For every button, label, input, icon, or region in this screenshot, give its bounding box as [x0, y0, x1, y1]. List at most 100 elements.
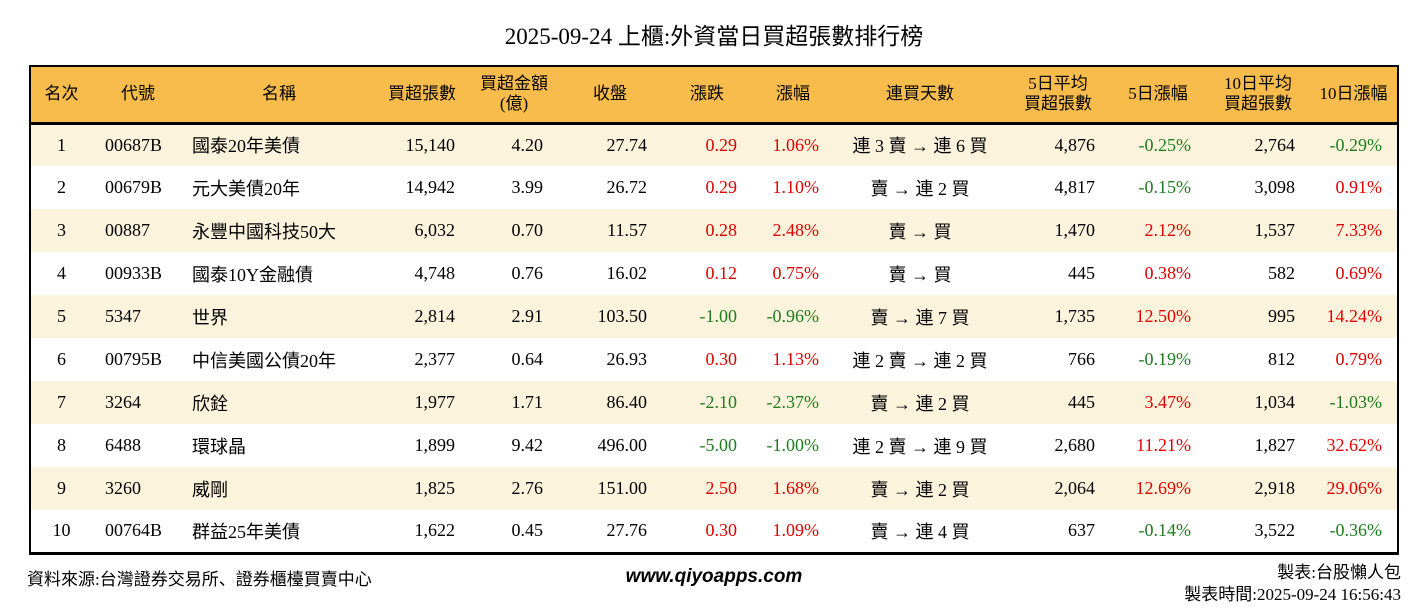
cell-change: -1.00 — [699, 306, 738, 326]
cell-streak: 賣 → 連 2 買 — [870, 479, 970, 500]
cell-pct10: 0.91% — [1335, 177, 1383, 197]
cell-buy-shares: 15,140 — [405, 134, 456, 155]
cell-pct5: -0.19% — [1138, 349, 1192, 369]
cell-avg10: 812 — [1268, 349, 1295, 369]
table-row: 3 00887 永豐中國科技50大 6,032 0.70 11.57 0.28 … — [30, 209, 1398, 252]
cell-close: 26.93 — [606, 349, 648, 369]
cell-change-pct: -0.96% — [766, 306, 820, 326]
cell-change-pct: 1.06% — [772, 134, 820, 155]
cell-code: 00679B — [105, 177, 163, 197]
cell-close: 27.74 — [606, 134, 648, 155]
cell-name: 元大美債20年 — [192, 178, 300, 199]
cell-change: 0.29 — [705, 134, 738, 155]
report-title: 2025-09-24 上櫃:外資當日買超張數排行榜 — [504, 24, 924, 49]
cell-change-pct: 1.10% — [772, 177, 820, 197]
col-change-pct: 漲幅 — [752, 66, 834, 125]
cell-pct5: -0.14% — [1138, 520, 1192, 541]
cell-buy-amount: 4.20 — [511, 134, 544, 155]
cell-pct5: 12.50% — [1135, 306, 1192, 326]
cell-close: 151.00 — [597, 478, 648, 498]
cell-streak: 賣 → 買 — [888, 264, 952, 285]
table-row: 8 6488 環球晶 1,899 9.42 496.00 -5.00 -1.00… — [30, 424, 1398, 467]
cell-buy-shares: 1,977 — [414, 392, 456, 412]
cell-code: 3260 — [105, 478, 141, 498]
cell-avg5: 445 — [1068, 392, 1095, 412]
cell-code: 00887 — [105, 220, 150, 240]
cell-streak: 連 2 賣 → 連 2 買 — [852, 350, 988, 371]
cell-buy-shares: 2,377 — [414, 349, 456, 369]
table-row: 10 00764B 群益25年美債 1,622 0.45 27.76 0.30 … — [30, 510, 1398, 553]
cell-buy-shares: 2,814 — [414, 306, 456, 326]
cell-change-pct: 2.48% — [772, 220, 820, 240]
cell-avg5: 766 — [1068, 349, 1095, 369]
cell-avg10: 3,522 — [1254, 520, 1296, 541]
col-buy-shares: 買超張數 — [374, 66, 470, 125]
cell-streak: 賣 → 連 2 買 — [870, 178, 970, 199]
table-header: 名次 代號 名稱 買超張數 買超金額 (億) 收盤 漲跌 漲幅 連買天數 5日平… — [30, 66, 1398, 125]
cell-change: 0.12 — [705, 263, 738, 283]
cell-pct5: 12.69% — [1135, 478, 1192, 498]
cell-pct10: -0.36% — [1329, 520, 1383, 541]
table-row: 2 00679B 元大美債20年 14,942 3.99 26.72 0.29 … — [30, 166, 1398, 209]
cell-avg10: 1,827 — [1254, 435, 1296, 455]
cell-buy-shares: 6,032 — [414, 220, 456, 240]
cell-close: 26.72 — [606, 177, 648, 197]
cell-buy-amount: 1.71 — [511, 392, 544, 412]
cell-avg10: 1,537 — [1254, 220, 1296, 240]
col-pct10: 10日漲幅 — [1310, 66, 1398, 125]
cell-name: 國泰10Y金融債 — [192, 264, 313, 285]
cell-rank: 5 — [57, 306, 66, 326]
col-name: 名稱 — [184, 66, 374, 125]
cell-change-pct: 1.09% — [772, 520, 820, 541]
cell-buy-shares: 4,748 — [414, 263, 456, 283]
cell-pct5: 3.47% — [1144, 392, 1192, 412]
cell-close: 86.40 — [606, 392, 648, 412]
cell-avg5: 637 — [1068, 520, 1095, 541]
cell-pct10: 29.06% — [1326, 478, 1383, 498]
cell-pct10: 0.69% — [1335, 263, 1383, 283]
table-row: 6 00795B 中信美國公債20年 2,377 0.64 26.93 0.30… — [30, 338, 1398, 381]
cell-change: 0.30 — [705, 349, 738, 369]
table-row: 5 5347 世界 2,814 2.91 103.50 -1.00 -0.96%… — [30, 295, 1398, 338]
cell-rank: 2 — [57, 177, 66, 197]
cell-name: 群益25年美債 — [192, 521, 300, 542]
credit-block: 製表:台股懶人包 製表時間:2025-09-24 16:56:43 — [802, 562, 1401, 606]
cell-rank: 1 — [57, 134, 66, 155]
footer: 資料來源:台灣證券交易所、證券櫃檯買賣中心 www.qiyoapps.com 製… — [27, 562, 1401, 606]
cell-streak: 賣 → 買 — [888, 221, 952, 242]
cell-buy-amount: 0.70 — [511, 220, 544, 240]
cell-change: 0.28 — [705, 220, 738, 240]
report-generated-time: 製表時間:2025-09-24 16:56:43 — [1184, 584, 1402, 604]
website-url: www.qiyoapps.com — [625, 565, 803, 587]
data-source-note: 資料來源:台灣證券交易所、證券櫃檯買賣中心 — [27, 569, 372, 589]
cell-pct10: 32.62% — [1326, 435, 1383, 455]
cell-change-pct: 0.75% — [772, 263, 820, 283]
report-author: 製表:台股懶人包 — [1277, 562, 1402, 582]
cell-code: 3264 — [105, 392, 141, 412]
cell-avg5: 2,064 — [1054, 478, 1096, 498]
cell-avg5: 1,735 — [1054, 306, 1096, 326]
cell-streak: 賣 → 連 2 買 — [870, 393, 970, 414]
cell-change: 2.50 — [705, 478, 738, 498]
cell-rank: 9 — [57, 478, 66, 498]
cell-name: 環球晶 — [192, 436, 246, 457]
cell-name: 世界 — [192, 307, 228, 328]
cell-change-pct: 1.68% — [772, 478, 820, 498]
cell-name: 中信美國公債20年 — [192, 350, 336, 371]
cell-streak: 賣 → 連 7 買 — [870, 307, 970, 328]
table-row: 4 00933B 國泰10Y金融債 4,748 0.76 16.02 0.12 … — [30, 252, 1398, 295]
cell-pct10: 14.24% — [1326, 306, 1383, 326]
cell-pct5: -0.15% — [1138, 177, 1192, 197]
cell-change-pct: 1.13% — [772, 349, 820, 369]
cell-streak: 賣 → 連 4 買 — [870, 521, 970, 542]
cell-buy-amount: 9.42 — [511, 435, 544, 455]
cell-name: 威剛 — [192, 479, 228, 500]
cell-buy-shares: 1,825 — [414, 478, 456, 498]
cell-pct5: -0.25% — [1138, 134, 1192, 155]
col-avg10: 10日平均 買超張數 — [1206, 66, 1310, 125]
col-close: 收盤 — [558, 66, 662, 125]
cell-avg10: 582 — [1268, 263, 1295, 283]
header-row: 名次 代號 名稱 買超張數 買超金額 (億) 收盤 漲跌 漲幅 連買天數 5日平… — [30, 66, 1398, 125]
table-row: 1 00687B 國泰20年美債 15,140 4.20 27.74 0.29 … — [30, 123, 1398, 166]
cell-buy-amount: 2.91 — [511, 306, 544, 326]
